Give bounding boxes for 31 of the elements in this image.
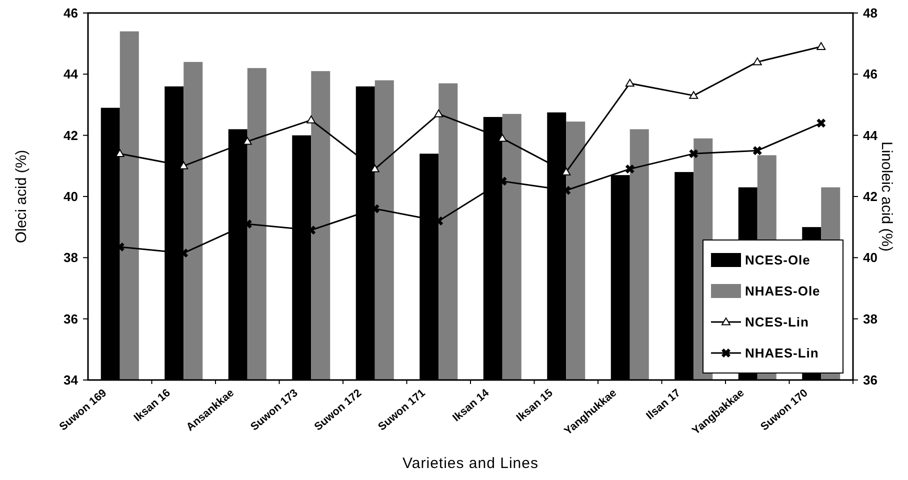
point bbox=[434, 109, 444, 118]
y2-tick-label: 36 bbox=[863, 372, 878, 388]
y-tick-label: 46 bbox=[64, 6, 78, 21]
point bbox=[816, 42, 826, 50]
point bbox=[625, 164, 634, 174]
legend-label: NHAES-Lin bbox=[745, 346, 819, 361]
point bbox=[689, 91, 698, 99]
y-tick-label: 42 bbox=[64, 128, 78, 143]
y-tick-label: 44 bbox=[64, 66, 79, 82]
y2-axis-title: Linoleic acid (%) bbox=[878, 141, 895, 252]
point bbox=[752, 146, 762, 156]
y2-tick-label: 46 bbox=[863, 66, 878, 82]
legend-label: NCES-Ole bbox=[745, 252, 810, 268]
y2-tick-label: 42 bbox=[863, 189, 878, 204]
y2-tick-label: 38 bbox=[863, 311, 878, 326]
point bbox=[689, 149, 698, 158]
x-axis-title: Varieties and Lines bbox=[402, 455, 538, 472]
legend-label: NCES-Lin bbox=[745, 314, 809, 330]
point bbox=[816, 118, 826, 128]
point bbox=[306, 116, 316, 124]
y2-tick-label: 48 bbox=[863, 6, 878, 21]
y-tick-label: 36 bbox=[64, 311, 78, 326]
point bbox=[625, 78, 634, 87]
point bbox=[752, 57, 762, 66]
y-axis-title: Oleci acid (%) bbox=[13, 150, 30, 244]
y-tick-label: 34 bbox=[64, 372, 79, 388]
y2-tick-label: 40 bbox=[863, 250, 878, 266]
legend-label: NHAES-Ole bbox=[745, 284, 820, 299]
y2-tick-label: 44 bbox=[863, 128, 878, 143]
y-tick-label: 40 bbox=[64, 189, 78, 204]
y-tick-label: 38 bbox=[64, 250, 78, 266]
